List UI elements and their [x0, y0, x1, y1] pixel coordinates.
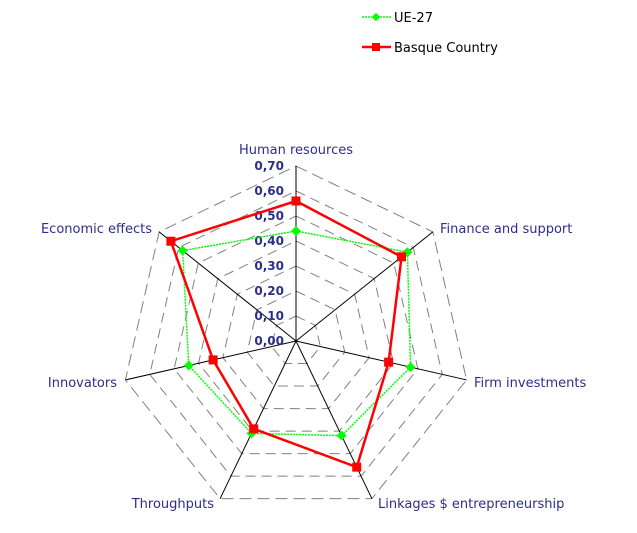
data-series: [166, 196, 416, 472]
square-marker-icon: [291, 196, 301, 206]
legend-label: UE-27: [394, 11, 433, 26]
square-marker-icon: [249, 424, 259, 434]
grid-ring: [149, 190, 443, 477]
category-labels: Human resources Finance and support Firm i…: [41, 143, 587, 512]
grid-ring: [222, 265, 370, 410]
grid-ring: [197, 240, 395, 432]
square-marker-icon: [166, 236, 176, 246]
legend-label: Basque Country: [394, 41, 498, 56]
category-label: Human resources: [239, 143, 353, 158]
radial-tick-label: 0,50: [254, 209, 284, 223]
diamond-marker-icon: [183, 360, 194, 371]
diamond-marker-icon: [336, 430, 347, 441]
radial-tick-label: 0,30: [254, 259, 284, 273]
square-marker-icon: [352, 462, 362, 472]
category-label: Linkages $ entrepreneurship: [378, 497, 564, 512]
square-marker-icon: [372, 43, 380, 51]
axis-line: [295, 340, 373, 499]
axis-line: [295, 231, 434, 342]
series-ue-27: [177, 226, 416, 441]
category-label: Economic effects: [41, 222, 152, 237]
category-label: Finance and support: [440, 222, 572, 237]
series-line: [169, 199, 403, 469]
legend-item-basque-country: Basque Country: [362, 41, 498, 56]
diamond-marker-icon: [371, 12, 381, 22]
radar-grid: [124, 165, 468, 500]
series-basque-country: [166, 196, 407, 472]
radial-tick-label: 0,00: [254, 334, 284, 348]
legend-item-ue27: UE-27: [362, 11, 433, 26]
square-marker-icon: [208, 355, 218, 365]
square-marker-icon: [397, 252, 407, 262]
axis-line: [219, 340, 297, 499]
radial-tick-label: 0,10: [254, 309, 284, 323]
diamond-marker-icon: [177, 245, 188, 256]
category-label: Throughputs: [131, 497, 215, 512]
category-label: Innovators: [48, 376, 117, 391]
grid-ring: [246, 290, 346, 387]
radial-tick-label: 0,70: [254, 159, 284, 173]
radial-tick-label: 0,60: [254, 184, 284, 198]
square-marker-icon: [384, 357, 394, 367]
grid-ring: [124, 165, 468, 500]
category-label: Firm investments: [474, 376, 586, 391]
radial-tick-label: 0,20: [254, 284, 284, 298]
grid-ring: [173, 215, 419, 455]
legend: UE-27 Basque Country: [362, 11, 498, 56]
radar-axes: [125, 166, 467, 499]
radial-tick-label: 0,40: [254, 234, 284, 248]
axis-line: [295, 340, 467, 381]
diamond-marker-icon: [291, 226, 301, 236]
diamond-marker-icon: [405, 362, 416, 373]
series-line: [181, 230, 412, 437]
grid-ring: [271, 315, 321, 365]
